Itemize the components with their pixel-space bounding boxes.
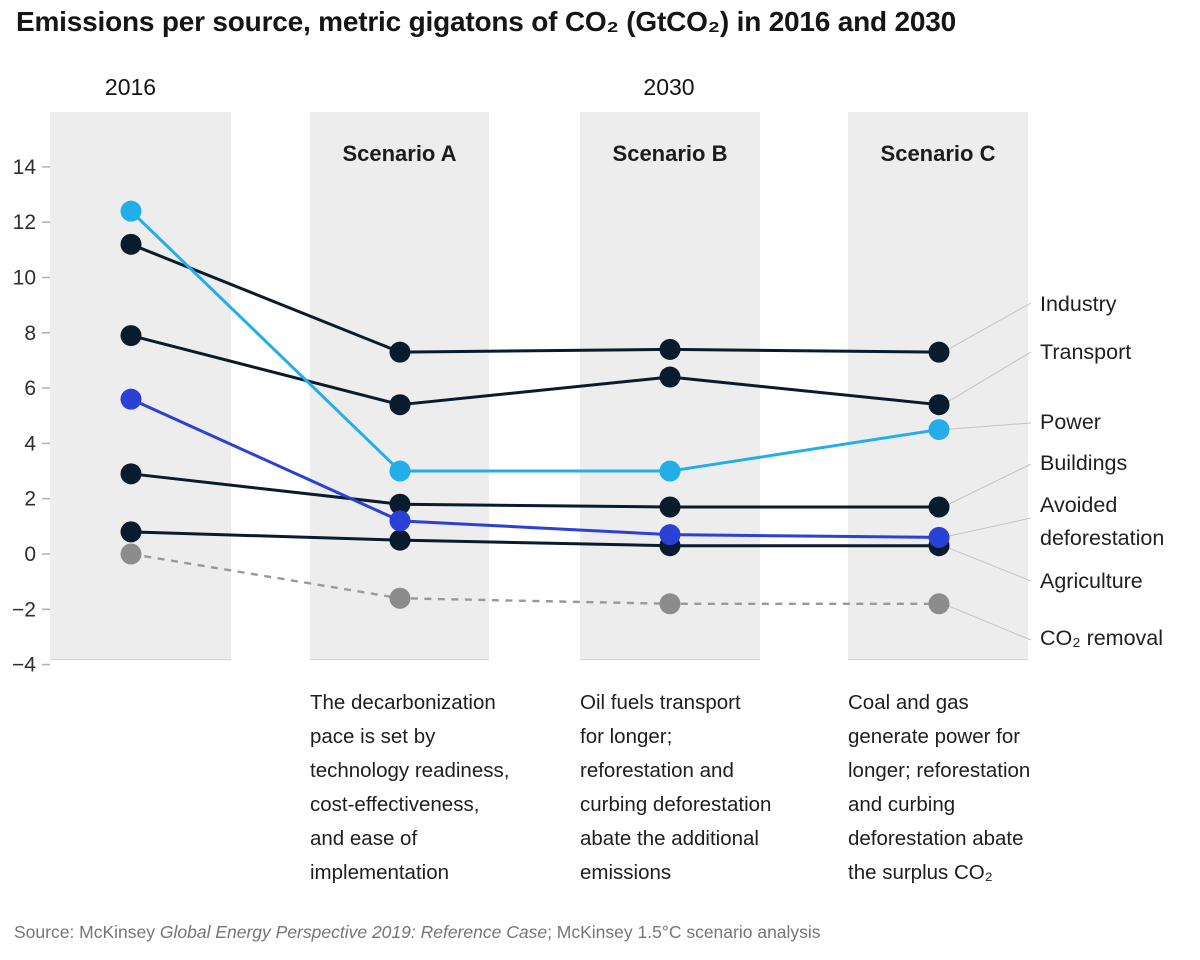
data-point-agriculture (120, 521, 142, 543)
data-point-buildings (928, 496, 950, 518)
y-axis-tick-label: 10 (13, 267, 36, 290)
series-line-buildings (130, 472, 939, 509)
data-point-transport (928, 394, 950, 416)
y-axis-tick-label: 14 (13, 156, 37, 179)
data-point-buildings (659, 496, 681, 518)
data-point-transport (659, 366, 681, 388)
data-point-co-removal (928, 593, 950, 615)
y-axis-tick-label: 2 (24, 488, 36, 511)
column-band-edge (580, 659, 760, 661)
data-point-transport (389, 394, 411, 416)
series-label-avoided-deforestation: deforestation (1040, 526, 1164, 550)
data-point-buildings (389, 493, 411, 515)
chart-title: Emissions per source, metric gigatons of… (16, 6, 957, 37)
series-label-agriculture: Agriculture (1040, 569, 1143, 593)
column-header-2030: 2030 (643, 74, 694, 100)
series-line-industry (130, 242, 940, 354)
scenario-label-c: Scenario C (881, 141, 996, 166)
series-line-power (129, 210, 940, 473)
leader-line (942, 351, 1032, 406)
data-point-co-removal (659, 593, 681, 615)
data-point-industry (659, 338, 681, 360)
data-point-agriculture (389, 529, 411, 551)
data-point-power (928, 419, 950, 441)
scenario-label-a: Scenario A (342, 141, 456, 166)
data-point-avoided-deforestation (120, 388, 142, 410)
scenario-label-b: Scenario B (613, 141, 728, 166)
leader-line (942, 302, 1032, 353)
data-point-power (120, 200, 142, 222)
leader-line (942, 422, 1032, 431)
column-band-edge (848, 659, 1028, 661)
y-axis-tick-label: −2 (12, 598, 36, 621)
scenario-c-description: Coal and gas generate power for longer; … (848, 691, 1031, 884)
data-point-power (389, 460, 411, 482)
series-label-transport: Transport (1040, 340, 1131, 364)
source-report-title: Global Energy Perspective 2019: Referenc… (159, 922, 548, 942)
data-point-co-removal (120, 543, 142, 565)
series-label-co-removal: CO₂ removal (1040, 626, 1163, 650)
series-label-buildings: Buildings (1040, 451, 1127, 475)
scenario-b-description: Oil fuels transport for longer; reforest… (580, 691, 772, 884)
source-suffix: ; McKinsey 1.5°C scenario analysis (547, 922, 821, 942)
series-label-avoided-deforestation: Avoided (1040, 493, 1117, 517)
data-point-industry (120, 233, 142, 255)
scenario-a-description: The decarbonization pace is set by techn… (310, 691, 510, 884)
column-header-2016: 2016 (105, 74, 156, 100)
data-point-power (659, 460, 681, 482)
series-label-power: Power (1040, 410, 1101, 434)
series-label-industry: Industry (1040, 292, 1117, 316)
column-band-scenario-c (848, 112, 1028, 660)
source-prefix: Source: McKinsey (14, 922, 160, 942)
y-axis-tick-label: 0 (24, 543, 36, 566)
data-point-co-removal (389, 587, 411, 609)
column-band-2016 (50, 112, 231, 660)
column-band-edge (50, 659, 231, 661)
series-line-avoided-deforestation (130, 397, 940, 539)
leader-line (942, 517, 1032, 538)
y-axis-tick-label: 8 (24, 322, 36, 345)
y-axis-tick-label: −4 (12, 654, 36, 677)
data-point-avoided-deforestation (928, 526, 950, 548)
y-axis-tick-label: 12 (13, 211, 36, 234)
series-line-transport (130, 334, 940, 407)
source-note: Source: McKinsey Global Energy Perspecti… (14, 922, 821, 943)
data-point-transport (120, 325, 142, 347)
series-line-co-removal (130, 552, 939, 605)
leader-line (942, 603, 1032, 641)
data-point-industry (928, 341, 950, 363)
column-band-edge (310, 659, 489, 661)
data-point-industry (389, 341, 411, 363)
data-point-buildings (120, 463, 142, 485)
data-point-avoided-deforestation (659, 524, 681, 546)
y-axis-tick-label: 4 (24, 432, 36, 455)
column-band-scenario-a (310, 112, 489, 660)
leader-line (942, 545, 1032, 582)
data-point-avoided-deforestation (389, 510, 411, 532)
y-axis-tick-label: 6 (24, 377, 36, 400)
leader-line (942, 463, 1032, 508)
series-line-agriculture (130, 530, 939, 548)
